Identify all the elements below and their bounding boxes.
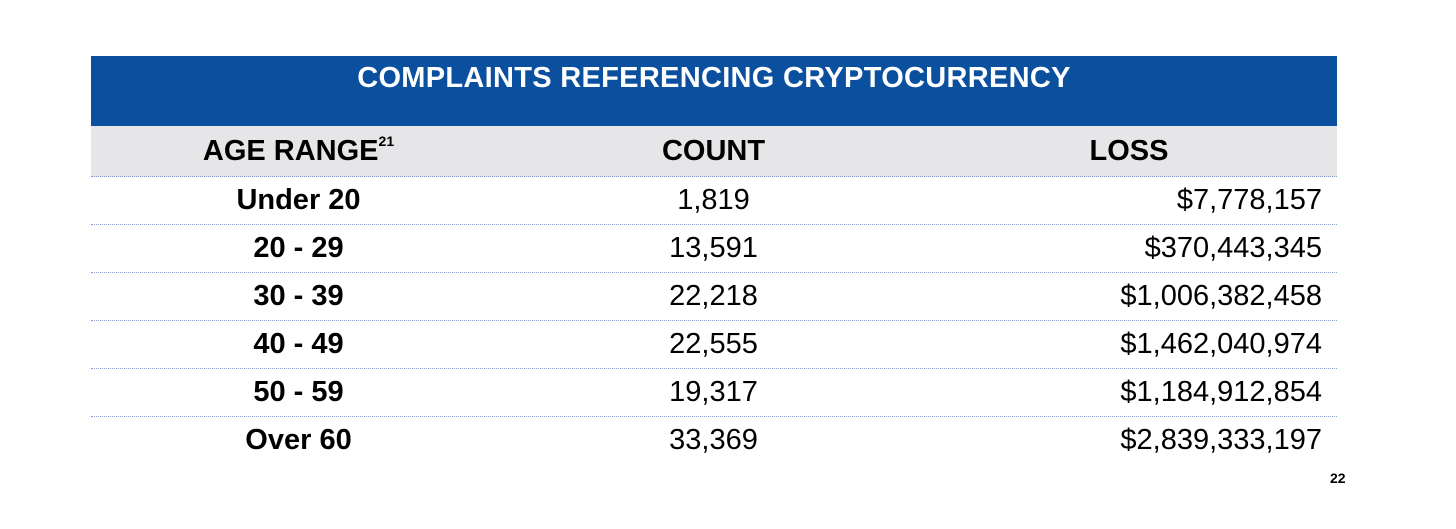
count-cell: 22,218 (669, 280, 758, 312)
table-row: 50 - 59 19,317 $1,184,912,854 (91, 369, 1337, 417)
loss-cell: $1,462,040,974 (1120, 328, 1322, 360)
header-age-range-label: AGE RANGE (202, 134, 379, 167)
age-range-cell: 20 - 29 (253, 232, 344, 264)
count-cell: 22,555 (669, 328, 758, 360)
age-range-cell: 40 - 49 (253, 328, 344, 360)
header-age-range: AGE RANGE21 (91, 132, 506, 168)
loss-cell: $1,184,912,854 (1120, 376, 1322, 408)
loss-cell: $1,006,382,458 (1120, 280, 1322, 312)
age-range-cell: Under 20 (236, 184, 361, 216)
table-row: 20 - 29 13,591 $370,443,345 (91, 225, 1337, 273)
count-cell: 19,317 (669, 376, 758, 408)
header-loss: LOSS (1089, 134, 1169, 167)
crypto-complaints-table: COMPLAINTS REFERENCING CRYPTOCURRENCY AG… (91, 56, 1337, 464)
age-range-cell: 30 - 39 (253, 280, 344, 312)
table-title: COMPLAINTS REFERENCING CRYPTOCURRENCY (357, 62, 1071, 94)
count-cell: 33,369 (669, 424, 758, 456)
table-row: 30 - 39 22,218 $1,006,382,458 (91, 273, 1337, 321)
table-row: Over 60 33,369 $2,839,333,197 (91, 417, 1337, 464)
table-row: Under 20 1,819 $7,778,157 (91, 177, 1337, 225)
loss-cell: $370,443,345 (1144, 232, 1322, 264)
loss-cell: $2,839,333,197 (1120, 424, 1322, 456)
age-range-cell: 50 - 59 (253, 376, 344, 408)
page-number: 22 (1330, 470, 1346, 486)
footnote-marker: 21 (378, 132, 395, 149)
loss-cell: $7,778,157 (1176, 184, 1322, 216)
age-range-cell: Over 60 (245, 424, 352, 456)
table-title-bar: COMPLAINTS REFERENCING CRYPTOCURRENCY (91, 56, 1337, 126)
count-cell: 1,819 (677, 184, 750, 216)
table-row: 40 - 49 22,555 $1,462,040,974 (91, 321, 1337, 369)
table-header-row: AGE RANGE21 COUNT LOSS (91, 126, 1337, 177)
count-cell: 13,591 (669, 232, 758, 264)
header-count: COUNT (661, 134, 766, 167)
